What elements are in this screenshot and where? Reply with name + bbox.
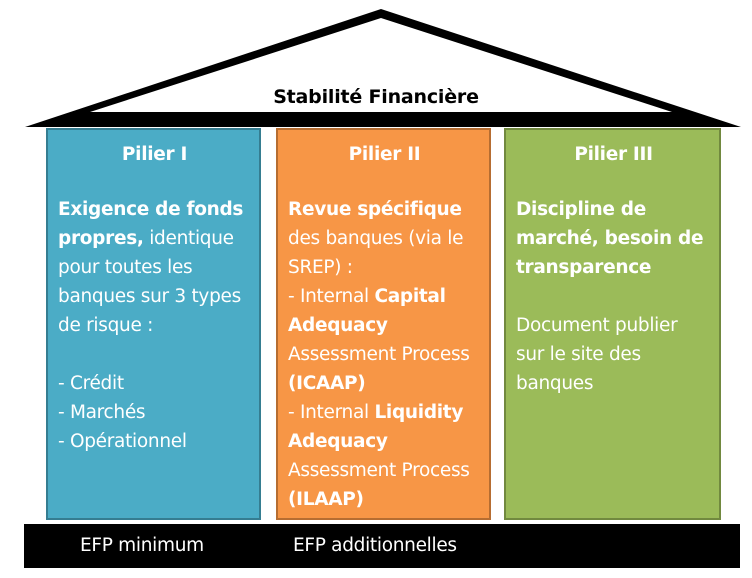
pillar-2-item-mid: Assessment Process bbox=[288, 460, 470, 481]
pillar-1-item-operationnel: - Opérationnel bbox=[58, 431, 187, 452]
pillar-1-bold-lead: Exigence de fonds propres, bbox=[58, 199, 244, 249]
pillar-2-title: Pilier II bbox=[348, 144, 421, 165]
pillar-2-item-bold: Liquidity Adequacy bbox=[288, 402, 464, 452]
pillar-1: Pilier I Exigence de fonds propres, iden… bbox=[46, 128, 261, 520]
pillar-2-item-prefix: - Internal bbox=[288, 286, 375, 307]
pillar-3: Pilier III Discipline de marché, besoin … bbox=[504, 128, 721, 520]
pillar-1-title: Pilier I bbox=[121, 144, 188, 165]
foundation-base: EFP minimum EFP additionnelles bbox=[24, 524, 740, 568]
pillar-2-item-bold: Capital Adequacy bbox=[288, 286, 446, 336]
pillar-1-text: identique pour toutes les banques sur 3 … bbox=[58, 228, 241, 336]
base-label-efp-additionnelles: EFP additionnelles bbox=[293, 535, 457, 556]
pillar-2-item-prefix: - Internal bbox=[288, 402, 375, 423]
pillar-3-title: Pilier III bbox=[574, 144, 653, 165]
pillar-2: Pilier II Revue spécifique des banques (… bbox=[276, 128, 491, 520]
pillar-2-item-acronym: (ILAAP) bbox=[288, 489, 364, 510]
pillar-2-item-acronym: (ICAAP) bbox=[288, 373, 366, 394]
pillar-2-description: Revue spécifique des banques (via le SRE… bbox=[288, 195, 481, 282]
pillar-2-text: des banques (via le SREP) : bbox=[288, 228, 464, 278]
pillar-3-bold-lead: Discipline de marché, besoin de transpar… bbox=[516, 195, 711, 282]
roof-title: Stabilité Financière bbox=[273, 86, 479, 108]
pillar-2-item-ilaap: - Internal Liquidity Adequacy Assessment… bbox=[288, 398, 481, 514]
pillar-1-item-marches: - Marchés bbox=[58, 402, 146, 423]
base-label-efp-minimum: EFP minimum bbox=[80, 535, 204, 556]
pillar-3-bold-lead-text: Discipline de marché, besoin de transpar… bbox=[516, 199, 704, 278]
pillar-1-description: Exigence de fonds propres, identique pou… bbox=[58, 195, 251, 340]
roof-triangle bbox=[25, 9, 741, 127]
pillar-2-item-mid: Assessment Process bbox=[288, 344, 470, 365]
pillar-1-item-credit: - Crédit bbox=[58, 373, 124, 394]
pillar-2-item-icaap: - Internal Capital Adequacy Assessment P… bbox=[288, 282, 481, 398]
pillar-3-text: Document publier sur le site des banques bbox=[516, 315, 678, 394]
pillar-2-bold-lead: Revue spécifique bbox=[288, 199, 462, 220]
